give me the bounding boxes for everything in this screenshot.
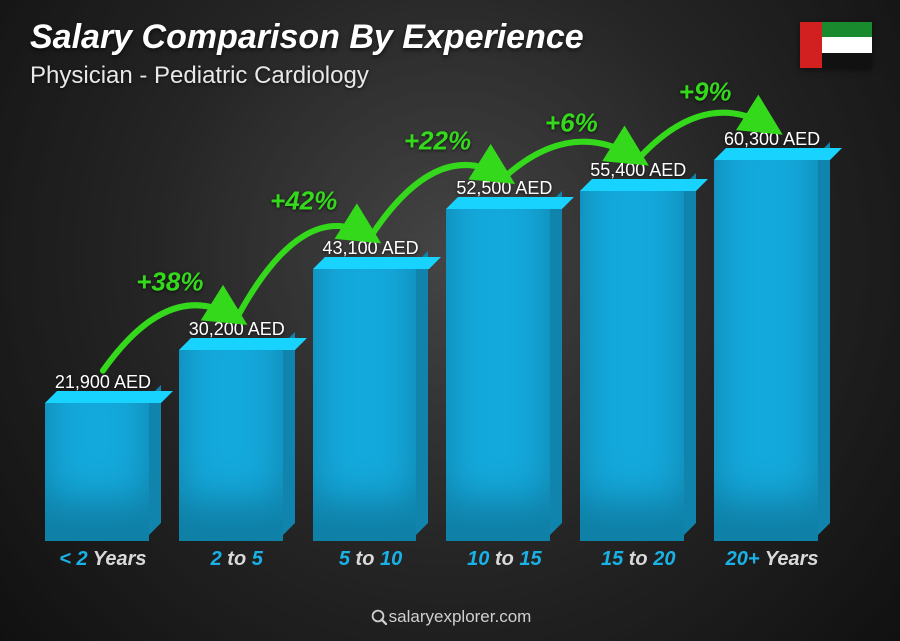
bar-value-label: 60,300 AED [724,129,820,150]
pct-label: +6% [545,107,598,138]
footer-text: salaryexplorer.com [389,607,532,626]
category-label: < 2 Years [45,548,161,571]
bar-shape [179,350,295,541]
pct-label: +42% [270,185,337,216]
bar-shape [714,160,830,541]
category-label: 15 to 20 [580,548,696,571]
bar-shape [580,191,696,541]
pct-label: +9% [679,77,732,108]
bar-chart: 21,900 AED< 2 Years30,200 AED2 to 543,10… [45,120,830,571]
bar-value-label: 55,400 AED [590,160,686,181]
bar-shape [313,269,429,541]
category-label: 5 to 10 [313,548,429,571]
pct-label: +38% [136,267,203,298]
bar-2: 43,100 AED5 to 10 [313,120,429,541]
bar-1: 30,200 AED2 to 5 [179,120,295,541]
chart-subtitle: Physician - Pediatric Cardiology [30,62,369,90]
bar-value-label: 43,100 AED [323,238,419,259]
chart-title: Salary Comparison By Experience [30,18,584,57]
uae-flag-icon [800,22,872,68]
bar-5: 60,300 AED20+ Years [714,120,830,541]
bar-shape [446,209,562,541]
logo-icon [369,607,387,625]
bar-4: 55,400 AED15 to 20 [580,120,696,541]
category-label: 2 to 5 [179,548,295,571]
category-label: 20+ Years [714,548,830,571]
category-label: 10 to 15 [446,548,562,571]
infographic-canvas: Salary Comparison By Experience Physicia… [0,0,900,641]
bar-value-label: 21,900 AED [55,372,151,393]
pct-label: +22% [404,126,471,157]
bar-3: 52,500 AED10 to 15 [446,120,562,541]
bar-0: 21,900 AED< 2 Years [45,120,161,541]
footer: salaryexplorer.com [0,607,900,627]
bar-shape [45,403,161,541]
